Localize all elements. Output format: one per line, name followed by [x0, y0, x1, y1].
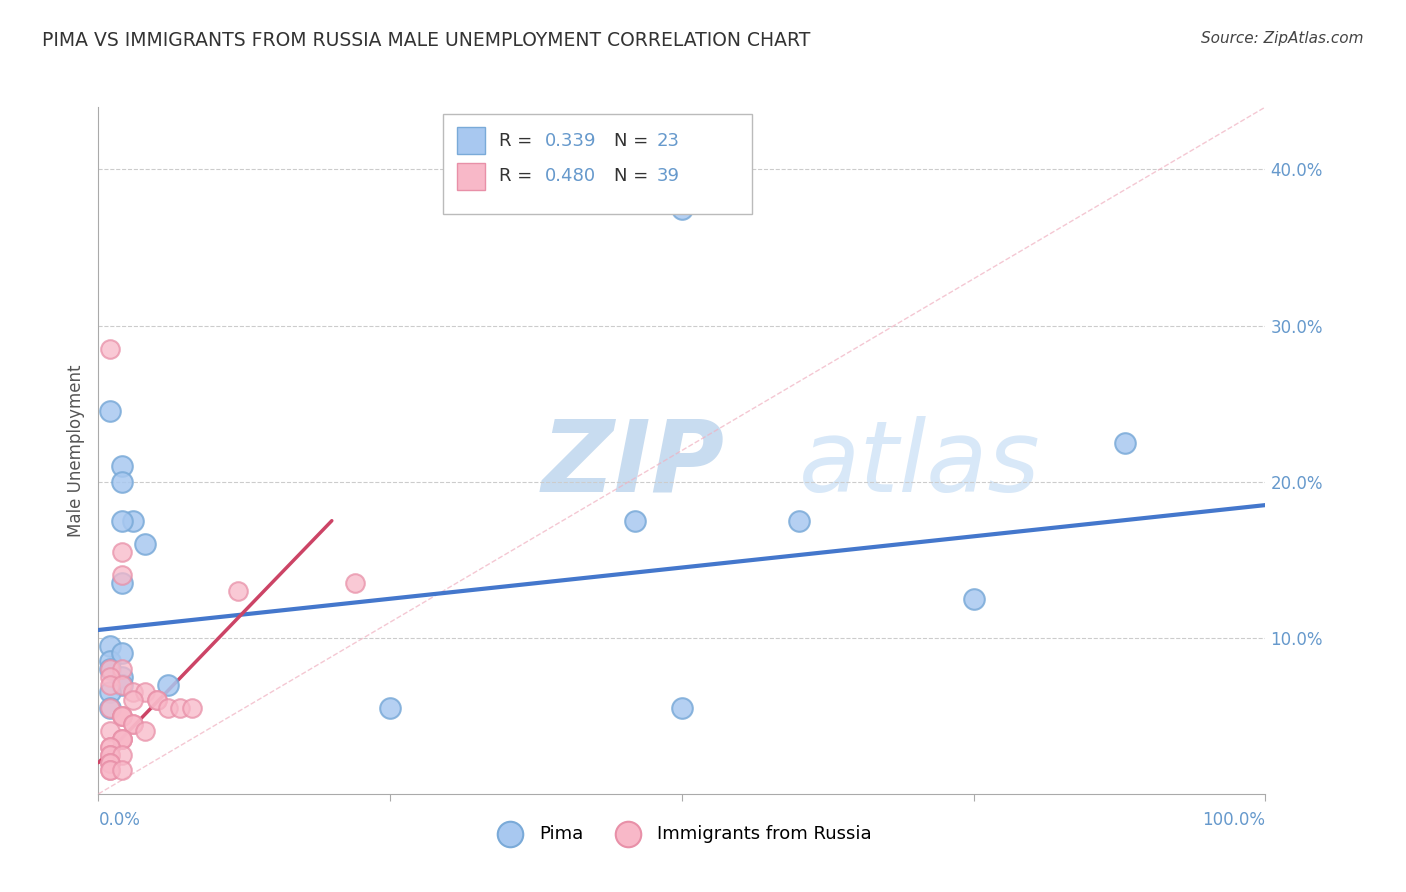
Point	[134, 685, 156, 699]
Point	[122, 514, 145, 528]
Point	[98, 662, 121, 676]
Point	[134, 724, 156, 739]
Text: 39: 39	[657, 168, 679, 186]
Point	[344, 576, 367, 591]
Point	[624, 514, 647, 528]
Point	[111, 708, 134, 723]
Point	[98, 740, 121, 755]
Point	[111, 576, 134, 591]
Text: 0.339: 0.339	[546, 132, 596, 150]
Point	[98, 678, 121, 692]
Point	[98, 701, 121, 715]
Point	[98, 662, 121, 676]
Point	[98, 764, 121, 778]
Point	[111, 747, 134, 762]
Point	[122, 693, 145, 707]
Point	[111, 662, 134, 676]
Point	[111, 670, 134, 684]
Point	[98, 756, 121, 770]
Point	[111, 708, 134, 723]
Point	[180, 701, 202, 715]
Point	[98, 740, 121, 755]
Point	[111, 764, 134, 778]
Point	[134, 537, 156, 551]
Point	[111, 568, 134, 582]
Point	[787, 514, 810, 528]
Point	[380, 701, 402, 715]
Point	[98, 654, 121, 668]
Point	[98, 685, 121, 699]
Point	[98, 756, 121, 770]
Point	[111, 732, 134, 747]
Y-axis label: Male Unemployment: Male Unemployment	[66, 364, 84, 537]
Point	[1114, 435, 1136, 450]
Text: 0.0%: 0.0%	[98, 811, 141, 829]
Point	[111, 458, 134, 473]
Point	[157, 701, 180, 715]
Point	[671, 701, 693, 715]
Point	[111, 678, 134, 692]
Text: Source: ZipAtlas.com: Source: ZipAtlas.com	[1201, 31, 1364, 46]
Point	[111, 732, 134, 747]
Point	[111, 514, 134, 528]
Point	[122, 716, 145, 731]
Legend: Pima, Immigrants from Russia: Pima, Immigrants from Russia	[485, 818, 879, 850]
Point	[169, 701, 191, 715]
Point	[146, 693, 169, 707]
Point	[98, 747, 121, 762]
Point	[111, 678, 134, 692]
Text: R =: R =	[499, 168, 538, 186]
Point	[122, 685, 145, 699]
Point	[157, 678, 180, 692]
Point	[98, 724, 121, 739]
Point	[98, 404, 121, 418]
Text: 23: 23	[657, 132, 679, 150]
Point	[111, 646, 134, 660]
Text: 100.0%: 100.0%	[1202, 811, 1265, 829]
Point	[98, 747, 121, 762]
Point	[122, 716, 145, 731]
Point	[228, 583, 250, 598]
Text: PIMA VS IMMIGRANTS FROM RUSSIA MALE UNEMPLOYMENT CORRELATION CHART: PIMA VS IMMIGRANTS FROM RUSSIA MALE UNEM…	[42, 31, 810, 50]
Point	[111, 545, 134, 559]
Point	[98, 670, 121, 684]
Point	[111, 708, 134, 723]
Text: atlas: atlas	[799, 416, 1040, 513]
Text: R =: R =	[499, 132, 538, 150]
Text: N =: N =	[614, 168, 654, 186]
Point	[671, 202, 693, 216]
Point	[111, 475, 134, 489]
Text: 0.480: 0.480	[546, 168, 596, 186]
Text: N =: N =	[614, 132, 654, 150]
Point	[111, 732, 134, 747]
Point	[962, 591, 984, 606]
Point	[98, 639, 121, 653]
Text: ZIP: ZIP	[541, 416, 725, 513]
Point	[98, 701, 121, 715]
Point	[98, 342, 121, 356]
Point	[98, 764, 121, 778]
Point	[146, 693, 169, 707]
